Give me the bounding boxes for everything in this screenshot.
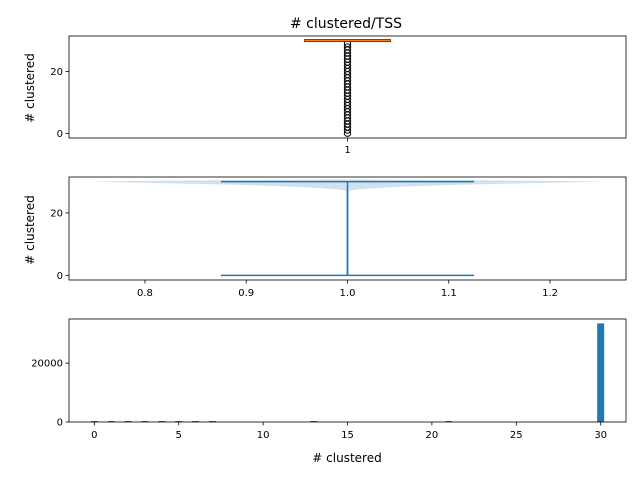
histogram-bar (90, 421, 98, 422)
histogram-frame (68, 318, 627, 423)
x-tick-label: 10 (257, 430, 270, 441)
x-tick-label: 0.8 (137, 288, 153, 299)
y-tick-label: 20 (50, 67, 63, 78)
y-tick-label: 0 (57, 418, 63, 429)
histogram-bar (192, 421, 200, 422)
x-tick-label: 20 (426, 430, 439, 441)
histogram-xlabel: # clustered (312, 451, 381, 465)
x-tick-label: 1.2 (542, 288, 558, 299)
box-plot-ylabel: # clustered (23, 53, 37, 122)
box-plot-axes: # clustered 0 20 1 (23, 35, 627, 156)
histogram-bar (107, 421, 115, 422)
x-tick-label: 30 (594, 430, 607, 441)
x-tick-label: 0 (91, 430, 97, 441)
x-tick-label: 25 (510, 430, 523, 441)
x-tick-label: 15 (341, 430, 354, 441)
histogram-bar (141, 421, 149, 422)
histogram-axes: # clustered 0 20000 0 5 10 15 20 25 30 (31, 318, 627, 465)
y-tick-label: 0 (57, 271, 63, 282)
x-tick-label: 1 (344, 145, 350, 156)
y-tick-label: 0 (57, 129, 63, 140)
x-tick-label: 0.9 (238, 288, 254, 299)
x-tick-label: 5 (176, 430, 182, 441)
histogram-bar (445, 421, 453, 422)
y-tick-label: 20000 (31, 359, 63, 370)
histogram-bar (310, 421, 318, 422)
histogram-bar (124, 421, 132, 422)
x-tick-label: 1.1 (441, 288, 457, 299)
histogram-bar (208, 421, 216, 422)
y-tick-label: 20 (50, 208, 63, 219)
histogram-bar (597, 323, 605, 422)
figure-title: # clustered/TSS (290, 16, 402, 32)
histogram-bar (158, 421, 166, 422)
violin-plot-ylabel: # clustered (23, 195, 37, 264)
x-tick-label: 1.0 (340, 288, 356, 299)
histogram-bar (175, 421, 183, 422)
violin-plot-axes: # clustered 0 20 0.8 0.9 1.0 1.1 1.2 (23, 176, 627, 299)
outlier-point (343, 43, 352, 51)
